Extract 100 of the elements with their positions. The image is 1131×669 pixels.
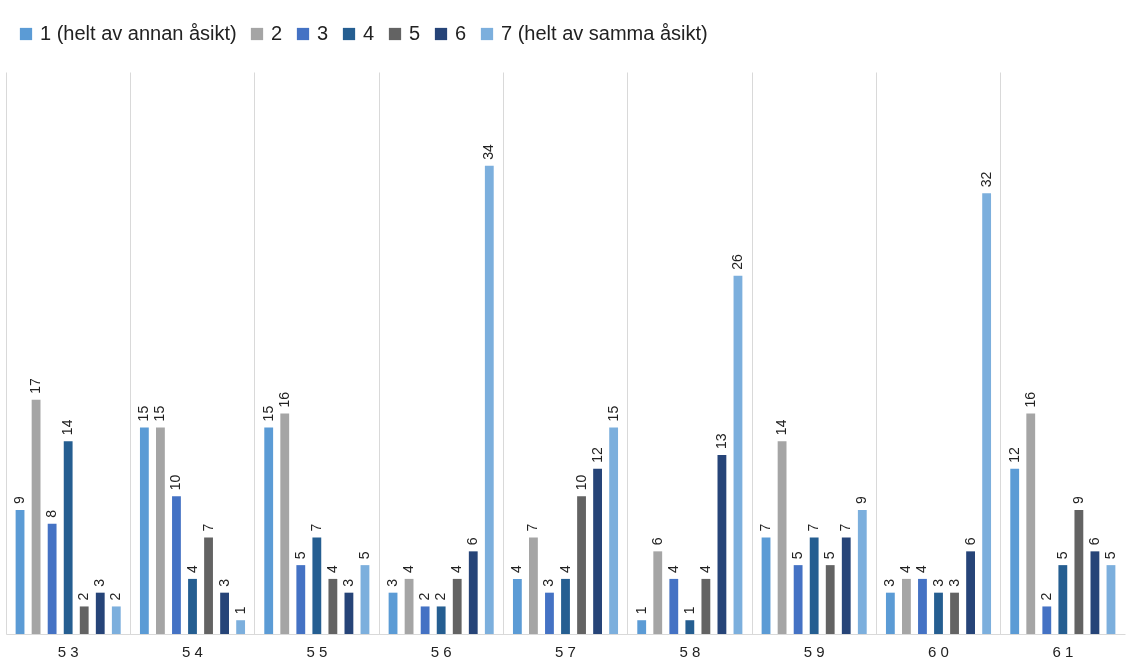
data-label: 34 [480, 143, 497, 160]
bar [47, 523, 57, 634]
bar [561, 578, 570, 634]
data-label: 4 [913, 564, 930, 573]
bar [609, 427, 619, 634]
bar [452, 578, 462, 634]
bar [669, 578, 679, 634]
data-label: 3 [540, 578, 557, 587]
data-label: 5 [291, 551, 308, 560]
bar [388, 592, 398, 634]
bar [701, 578, 711, 634]
bar [982, 193, 992, 634]
x-tick-label: 6 1 [1052, 642, 1074, 660]
x-tick-label: 5 6 [430, 642, 452, 660]
data-label: 3 [945, 578, 962, 587]
data-label: 15 [259, 405, 276, 422]
data-label: 1 [680, 606, 697, 615]
data-label: 5 [1053, 551, 1070, 560]
data-label: 6 [464, 537, 481, 546]
data-label: 6 [648, 537, 665, 546]
legend-label: 3 [317, 22, 329, 44]
bar [809, 537, 819, 634]
bar [296, 565, 306, 634]
bar [156, 427, 165, 634]
bar [950, 592, 959, 634]
bar [512, 578, 522, 634]
bar [204, 537, 213, 634]
data-label: 15 [604, 405, 621, 422]
bar [777, 441, 787, 634]
bar [761, 537, 771, 634]
bar [1090, 551, 1100, 634]
data-label: 14 [773, 419, 790, 436]
data-label: 2 [75, 592, 92, 601]
bar [328, 578, 338, 634]
data-label: 4 [897, 564, 914, 573]
data-label: 26 [728, 254, 745, 270]
bar [264, 427, 274, 634]
data-label: 5 [1101, 551, 1118, 560]
data-label: 12 [1005, 446, 1022, 463]
data-label: 3 [339, 578, 356, 587]
legend-label: 7 (helt av samma åsikt) [501, 22, 708, 44]
bar [31, 399, 41, 634]
data-label: 7 [805, 523, 822, 532]
data-label: 14 [59, 419, 76, 436]
data-label: 5 [355, 551, 372, 560]
bar [95, 592, 105, 634]
data-label: 5 [821, 551, 838, 560]
bar [885, 592, 895, 634]
data-label: 9 [1069, 496, 1086, 505]
bar [966, 551, 975, 634]
x-tick-label: 5 4 [182, 642, 203, 660]
data-label: 16 [1021, 391, 1038, 408]
bar [420, 606, 430, 634]
bar [593, 468, 602, 634]
data-label: 1 [231, 606, 248, 615]
data-label: 4 [556, 564, 573, 573]
bar [637, 620, 647, 634]
data-label: 6 [961, 537, 978, 546]
bar [918, 578, 927, 634]
x-tick-label: 5 9 [803, 642, 825, 660]
bar [841, 537, 851, 634]
data-label: 7 [757, 523, 774, 532]
bar [111, 606, 121, 634]
x-tick-label: 5 3 [57, 642, 79, 660]
data-label: 10 [572, 474, 589, 491]
data-label: 4 [508, 564, 525, 573]
bar [484, 165, 494, 634]
bar [79, 606, 89, 634]
data-label: 1 [632, 606, 649, 615]
bar [15, 510, 25, 634]
bar [793, 565, 803, 634]
legend-label: 1 (helt av annan åsikt) [40, 22, 237, 44]
data-label: 7 [199, 523, 216, 532]
data-label: 13 [712, 433, 729, 449]
legend-label: 4 [363, 22, 375, 44]
x-tick-label: 5 5 [306, 642, 328, 660]
data-label: 5 [789, 551, 806, 560]
data-label: 4 [696, 564, 713, 573]
bar [404, 578, 414, 634]
bar [63, 441, 73, 634]
bar [220, 592, 229, 634]
bar [236, 620, 246, 634]
bar [685, 620, 695, 634]
bar [733, 275, 743, 634]
bar [1106, 565, 1116, 634]
data-label: 3 [215, 578, 232, 587]
data-label: 4 [400, 564, 417, 573]
data-label: 4 [448, 564, 465, 573]
x-tick-label: 5 8 [679, 642, 701, 660]
data-label: 15 [135, 405, 152, 422]
bar [436, 606, 446, 634]
bar [857, 510, 867, 634]
bar [360, 565, 370, 634]
bar [1058, 565, 1068, 634]
data-label: 8 [43, 509, 60, 518]
data-label: 12 [588, 446, 605, 463]
data-label: 15 [151, 405, 168, 422]
data-label: 3 [384, 578, 401, 587]
data-label: 7 [524, 523, 541, 532]
legend-label: 2 [271, 22, 283, 44]
